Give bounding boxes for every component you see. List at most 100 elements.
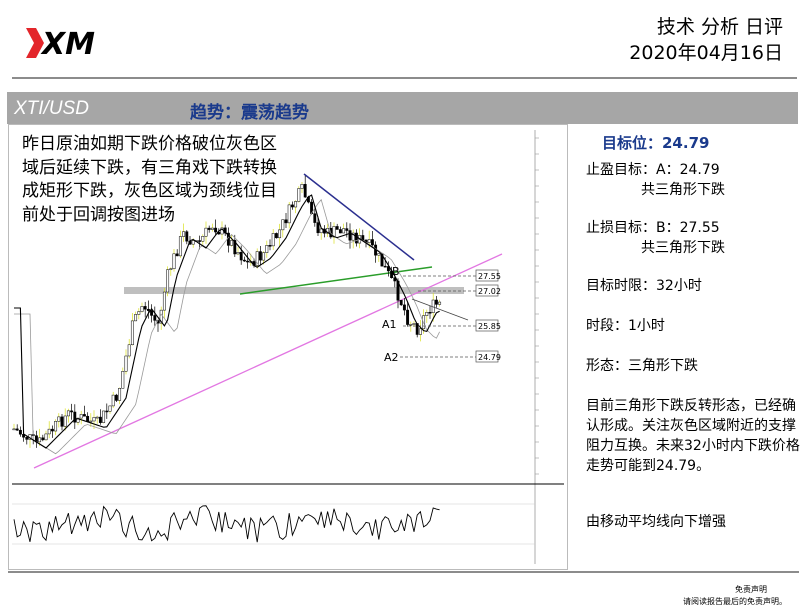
stop-loss-pattern: 共三角形下跌 — [641, 240, 725, 256]
candle-body — [342, 228, 346, 234]
report-date: 2020年04月16日 — [629, 42, 783, 64]
candle-body — [60, 416, 64, 427]
trend-label: 趋势：震荡趋势 — [190, 103, 309, 123]
candle-body — [204, 227, 208, 237]
candle-body — [82, 414, 86, 417]
timeframe: 时段：1小时 — [586, 318, 665, 334]
candle-body — [182, 231, 186, 237]
candle-body — [121, 371, 125, 389]
candle-body — [255, 251, 259, 266]
neckline-tag — [475, 284, 499, 297]
point-b-label: B — [392, 265, 400, 278]
candle-body — [274, 233, 278, 239]
neckline-value: 27.02 — [478, 287, 501, 296]
candle-body — [297, 188, 301, 202]
candle-body — [105, 410, 109, 413]
candle-body — [370, 239, 374, 246]
logo-text: XM — [40, 27, 95, 62]
candle-body — [166, 269, 170, 293]
candle-body — [351, 232, 355, 241]
b-level-value: 27.55 — [478, 272, 501, 281]
candle-body — [169, 268, 173, 271]
candle-body — [242, 259, 246, 262]
stop-loss-label: 止损目标：B：27.55 — [586, 220, 720, 236]
candle-body — [38, 437, 42, 443]
candle-body — [406, 309, 410, 325]
candle-body — [41, 437, 45, 441]
candle-body — [338, 229, 342, 234]
candlesticks — [12, 175, 442, 448]
candle-body — [198, 240, 202, 242]
candle-body — [402, 304, 406, 311]
candle-body — [178, 236, 182, 257]
candle-body — [47, 428, 51, 435]
candle-body — [230, 240, 234, 246]
candle-body — [134, 314, 138, 322]
candle-body — [319, 228, 323, 234]
candle-body — [185, 231, 189, 242]
candle-body — [367, 239, 371, 243]
candle-body — [316, 222, 320, 234]
triangle-lower-line — [239, 266, 433, 295]
projection-line — [411, 298, 469, 321]
candle-body — [57, 416, 61, 422]
neckline-band — [124, 287, 464, 294]
candle-body — [44, 433, 48, 441]
title-bar — [7, 92, 798, 124]
candle-body — [143, 306, 147, 310]
candle-body — [98, 416, 102, 423]
candle-body — [140, 306, 144, 312]
candle-body — [137, 311, 141, 315]
candle-body — [70, 410, 74, 413]
candle-body — [300, 184, 304, 189]
point-a1-label: A1 — [382, 318, 397, 331]
candle-body — [89, 420, 93, 423]
candle-body — [294, 201, 298, 208]
candle-body — [207, 227, 211, 230]
candle-body — [54, 421, 58, 432]
candle-body — [15, 428, 19, 431]
chart-border — [8, 124, 568, 570]
candle-body — [262, 252, 266, 261]
candle-body — [278, 229, 282, 239]
candle-body — [150, 310, 154, 316]
candle-body — [233, 240, 237, 255]
a2-level-tag — [475, 350, 499, 363]
b-level-tag — [475, 269, 499, 282]
candle-body — [25, 436, 29, 440]
oscillator-line — [13, 505, 440, 543]
candle-body — [18, 429, 22, 435]
candle-body — [111, 394, 115, 407]
candle-body — [63, 415, 67, 427]
slow-moving-average — [14, 198, 440, 455]
candle-body — [246, 260, 250, 263]
candle-body — [313, 213, 317, 223]
candle-body — [354, 232, 358, 244]
candle-body — [102, 410, 106, 423]
disclaimer-text: 请阅读报告最后的免责声明。 — [683, 597, 787, 606]
candle-body — [268, 245, 272, 247]
candle-body — [383, 265, 387, 268]
time-limit: 目标时限：32小时 — [586, 278, 702, 294]
candle-body — [271, 233, 275, 247]
commentary-text: 昨日原油如期下跌价格破位灰色区域后延续下跌，有三角戏下跌转换成矩形下跌，灰色区域… — [22, 134, 277, 225]
candle-body — [345, 228, 349, 231]
candle-body — [425, 312, 429, 316]
disclaimer-title: 免责声明 — [735, 585, 767, 594]
candle-body — [12, 428, 16, 431]
candle-body — [191, 240, 195, 245]
take-profit-pattern: 共三角形下跌 — [641, 182, 725, 198]
candle-body — [114, 394, 118, 401]
candle-body — [326, 227, 330, 234]
candle-body — [146, 308, 150, 311]
fast-moving-average — [14, 194, 440, 449]
candle-body — [258, 251, 262, 261]
candle-body — [175, 253, 179, 257]
price-axis-ticks — [535, 137, 539, 475]
candle-body — [239, 252, 243, 261]
candle-body — [153, 315, 157, 321]
candle-body — [377, 253, 381, 256]
candle-body — [361, 235, 365, 241]
candle-body — [418, 328, 422, 335]
candle-body — [50, 428, 54, 432]
